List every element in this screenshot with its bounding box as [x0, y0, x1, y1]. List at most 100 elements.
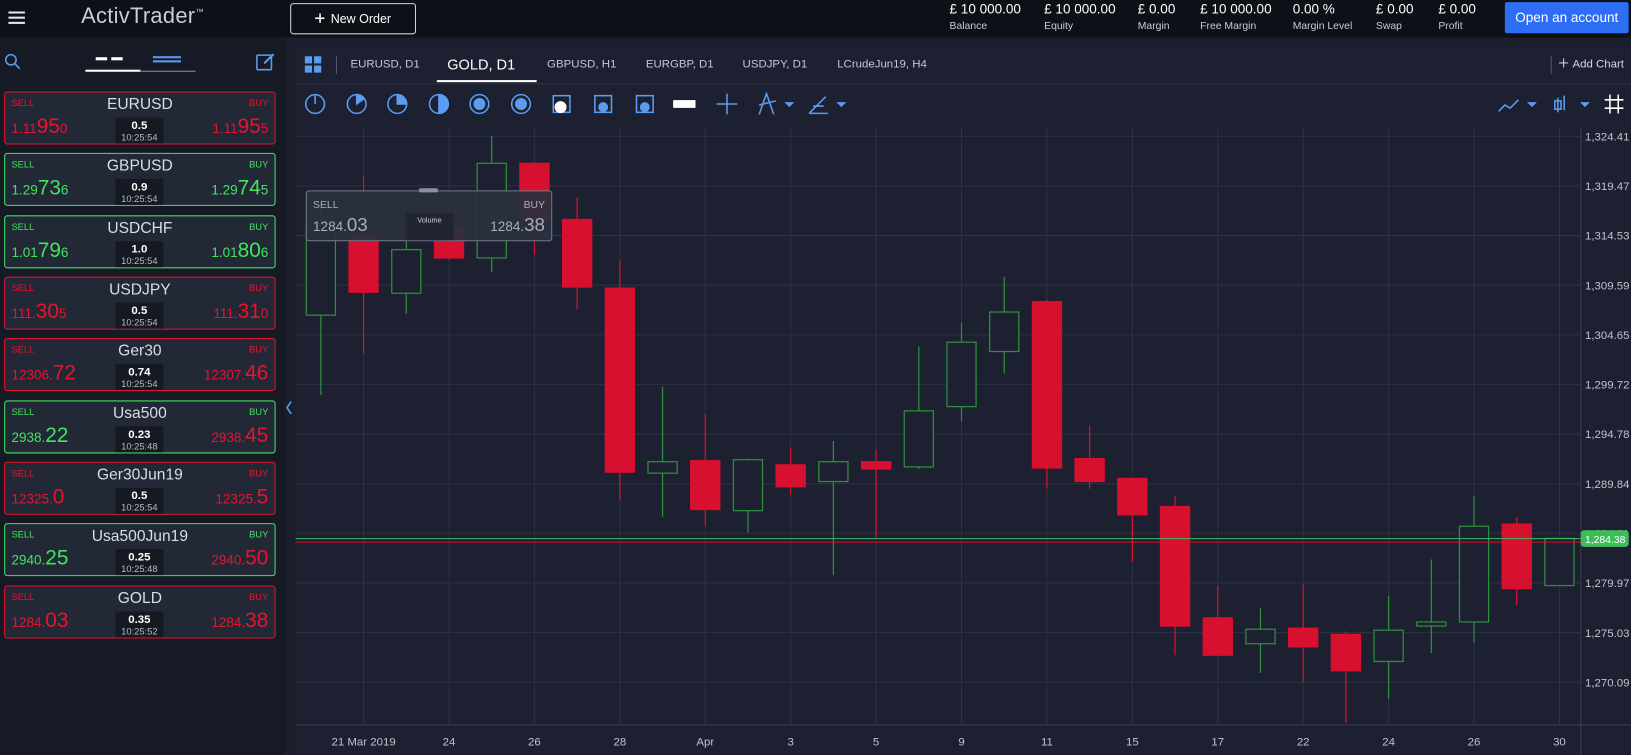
chart-tab[interactable]: EURGBP, D1: [645, 58, 714, 71]
add-chart-label: Add Chart: [1572, 58, 1624, 71]
sell-price[interactable]: 1284.03: [11, 609, 68, 633]
quote-time: 10:25:48: [121, 440, 158, 452]
sell-price[interactable]: 1284.03: [313, 214, 368, 236]
tool-icon[interactable]: [716, 93, 738, 115]
x-tick-label: 3: [787, 737, 793, 749]
tool-icon[interactable]: [635, 94, 654, 114]
chart-tab[interactable]: GBPUSD, H1: [547, 58, 617, 71]
buy-label: BUY: [249, 468, 269, 479]
tool-icon[interactable]: [552, 94, 571, 114]
symbol: EURUSD: [106, 95, 173, 114]
price-tag-label: 1,284.38: [1585, 535, 1626, 546]
plus-icon: [315, 13, 325, 23]
y-tick-label: 1,319.47: [1585, 181, 1630, 193]
tool-icon[interactable]: [673, 100, 696, 108]
price-part: 2938.: [11, 429, 46, 445]
toolbar: [304, 91, 1624, 115]
sell-price[interactable]: 1.11950: [11, 115, 67, 139]
buy-price[interactable]: 1284.38: [490, 214, 545, 236]
open-account-button[interactable]: Open an account: [1504, 2, 1629, 34]
edit-icon[interactable]: [256, 52, 276, 72]
candle-body: [989, 311, 1020, 353]
sell-price[interactable]: 111.305: [11, 301, 66, 325]
new-order-button[interactable]: New Order: [290, 3, 416, 35]
sell-label: SELL: [11, 529, 35, 541]
sell-price[interactable]: 1.29736: [11, 177, 68, 201]
drag-handle[interactable]: [419, 188, 438, 193]
y-tick-label: 1,324.41: [1585, 131, 1630, 143]
stat-value: £ 0.00: [1137, 1, 1176, 17]
tool-icon[interactable]: [428, 93, 450, 115]
layout-icon[interactable]: [304, 56, 322, 73]
price-part: 0: [59, 120, 68, 137]
buy-price[interactable]: 111.310: [213, 301, 268, 325]
stat-label: Margin: [1137, 20, 1170, 33]
buy-price[interactable]: 12307.46: [204, 362, 268, 386]
sell-price[interactable]: 1.01796: [11, 239, 68, 263]
instrument-card: SELL BUY GOLD 0.35 10:25:52 1284.03 1284.38: [4, 585, 276, 639]
tool-icon[interactable]: [758, 91, 795, 115]
spread-box: 0.74 10:25:54: [115, 364, 164, 391]
chart-tab[interactable]: USDJPY, D1: [742, 58, 808, 71]
tool-icon[interactable]: [1554, 95, 1590, 113]
candle-body: [690, 460, 721, 511]
grid-toggle[interactable]: [1604, 94, 1624, 114]
tool-icon[interactable]: [469, 93, 490, 115]
buy-price[interactable]: 2940.50: [211, 547, 268, 571]
menu-icon[interactable]: [8, 11, 25, 25]
symbol: Ger30Jun19: [96, 466, 183, 484]
chart-tab[interactable]: LCrudeJun19, H4: [837, 58, 927, 71]
price-part: 95: [36, 115, 60, 139]
view-toggle[interactable]: [85, 54, 197, 73]
spread-box: 0.9 10:25:54: [115, 179, 164, 206]
buy-price[interactable]: 1.29745: [211, 177, 268, 201]
sell-label: SELL: [11, 221, 35, 232]
buy-price[interactable]: 1.11955: [212, 115, 268, 139]
logo[interactable]: ActivTrader™: [81, 4, 204, 29]
price-part: 6: [60, 182, 69, 198]
candle-body: [1031, 300, 1063, 469]
spread-box: 0.25 10:25:48: [115, 549, 164, 576]
price-tag: [1580, 530, 1629, 547]
price-part: 95: [237, 115, 261, 139]
stat-label: Free Margin: [1200, 20, 1257, 33]
x-tick-label: 9: [958, 737, 964, 749]
price-part: 03: [346, 214, 368, 236]
spread: 0.35: [128, 613, 151, 626]
chart-tab[interactable]: EURUSD, D1: [350, 58, 420, 71]
buy-price[interactable]: 1284.38: [211, 609, 268, 633]
buy-price[interactable]: 12325.5: [215, 486, 268, 510]
tool-icon[interactable]: [346, 93, 367, 115]
x-tick-label: 5: [873, 737, 879, 749]
y-tick-label: 1,304.65: [1585, 330, 1630, 342]
sell-price[interactable]: 2940.25: [11, 547, 68, 571]
candle-body: [647, 461, 678, 474]
search-icon[interactable]: [4, 53, 21, 70]
price-part: 5: [58, 305, 67, 322]
sell-price[interactable]: 12306.72: [11, 362, 75, 386]
sell-price[interactable]: 2938.22: [11, 424, 68, 448]
sell-label: SELL: [11, 344, 35, 356]
sell-price[interactable]: 12325.0: [11, 486, 64, 510]
tool-icon[interactable]: [594, 94, 613, 114]
collapse-arrow[interactable]: [285, 400, 293, 415]
candle-body: [561, 218, 593, 288]
sidebar: SELL BUY EURUSD 0.5 10:25:54 1.11950 1.11955 SE…: [0, 37, 285, 755]
spread: 0.5: [131, 304, 148, 318]
add-chart-button[interactable]: Add Chart: [1558, 46, 1624, 83]
account-stat: £ 10 000.00 Equity: [1044, 0, 1115, 32]
buy-price[interactable]: 2938.45: [211, 424, 268, 448]
price-part: 2940.: [11, 552, 46, 569]
instrument-card: SELL BUY USDJPY 0.5 10:25:54 111.305 111.310: [4, 276, 276, 330]
x-tick-label: 28: [613, 737, 626, 749]
tool-icon[interactable]: [808, 96, 847, 115]
tool-icon[interactable]: [304, 93, 326, 115]
chart-tab[interactable]: GOLD, D1: [447, 56, 516, 73]
tool-icon[interactable]: [387, 93, 408, 115]
x-tick-label: 11: [1041, 737, 1053, 749]
sell-label: SELL: [11, 406, 35, 417]
tool-icon[interactable]: [510, 93, 532, 115]
tool-icon[interactable]: [1498, 99, 1537, 112]
buy-price[interactable]: 1.01806: [211, 239, 268, 263]
candle-body: [1159, 505, 1191, 627]
